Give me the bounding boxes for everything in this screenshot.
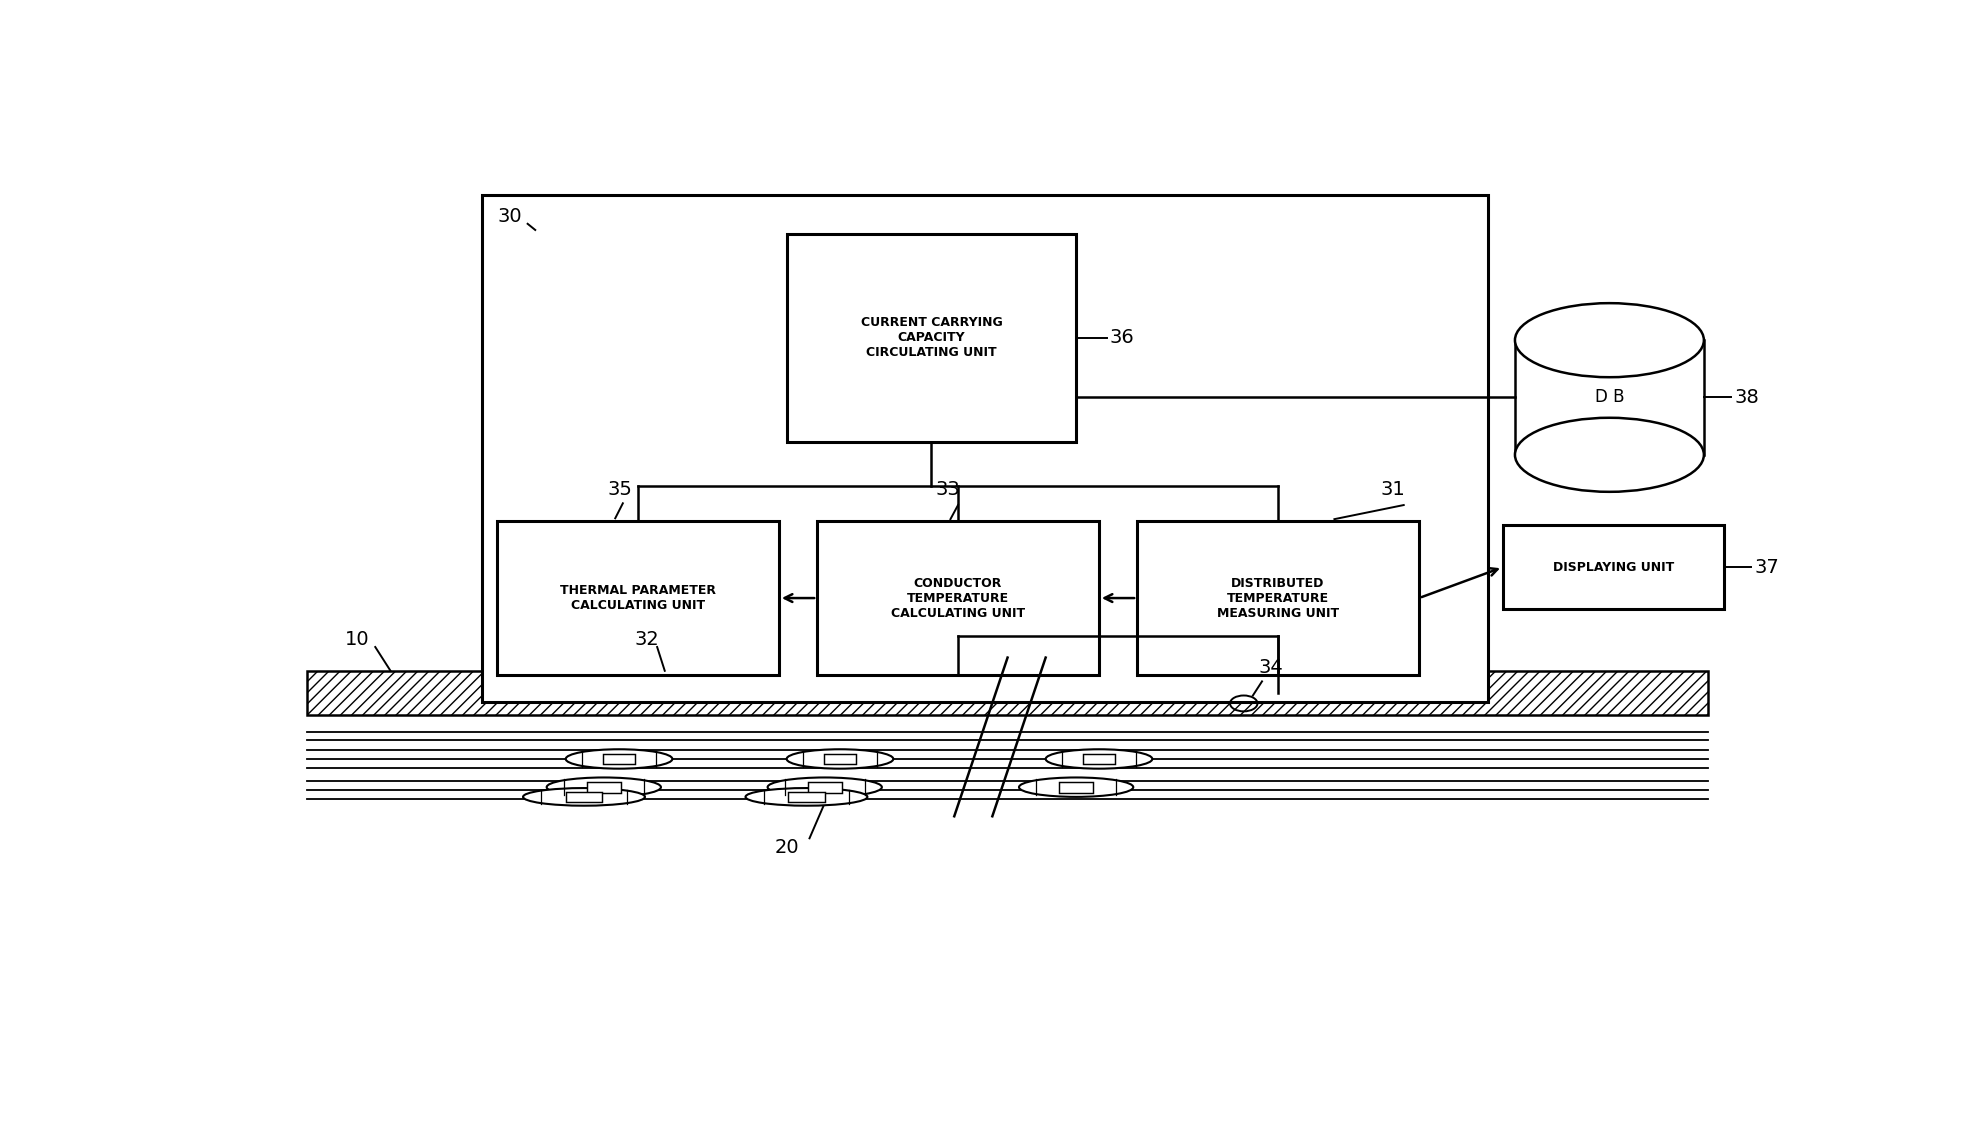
Text: 20: 20 <box>775 838 798 856</box>
FancyBboxPatch shape <box>482 195 1488 702</box>
Bar <box>307 671 1708 714</box>
Text: DISTRIBUTED
TEMPERATURE
MEASURING UNIT: DISTRIBUTED TEMPERATURE MEASURING UNIT <box>1217 577 1339 619</box>
FancyBboxPatch shape <box>1136 521 1419 676</box>
Ellipse shape <box>1046 749 1152 768</box>
FancyBboxPatch shape <box>497 521 779 676</box>
Ellipse shape <box>767 777 883 797</box>
FancyBboxPatch shape <box>818 521 1099 676</box>
Text: 38: 38 <box>1734 388 1760 406</box>
Text: 36: 36 <box>1109 329 1134 347</box>
Text: D B: D B <box>1594 388 1624 406</box>
Ellipse shape <box>786 749 893 768</box>
Ellipse shape <box>1018 777 1132 797</box>
Text: 33: 33 <box>936 480 959 499</box>
FancyBboxPatch shape <box>604 753 635 765</box>
FancyBboxPatch shape <box>824 753 855 765</box>
Text: 37: 37 <box>1754 558 1779 577</box>
Ellipse shape <box>745 788 867 806</box>
Text: THERMAL PARAMETER
CALCULATING UNIT: THERMAL PARAMETER CALCULATING UNIT <box>560 584 716 613</box>
Ellipse shape <box>523 788 645 806</box>
FancyBboxPatch shape <box>786 235 1075 442</box>
Text: 30: 30 <box>497 207 521 227</box>
FancyBboxPatch shape <box>566 792 602 801</box>
Text: 35: 35 <box>607 480 633 499</box>
FancyBboxPatch shape <box>1060 782 1093 792</box>
Text: 10: 10 <box>344 631 370 649</box>
Text: 31: 31 <box>1380 480 1406 499</box>
FancyBboxPatch shape <box>1502 526 1724 609</box>
FancyBboxPatch shape <box>1083 753 1115 765</box>
FancyBboxPatch shape <box>808 782 841 792</box>
FancyBboxPatch shape <box>586 782 621 792</box>
Ellipse shape <box>566 749 672 768</box>
Text: CONDUCTOR
TEMPERATURE
CALCULATING UNIT: CONDUCTOR TEMPERATURE CALCULATING UNIT <box>891 577 1024 619</box>
Text: CURRENT CARRYING
CAPACITY
CIRCULATING UNIT: CURRENT CARRYING CAPACITY CIRCULATING UN… <box>861 316 1003 360</box>
Ellipse shape <box>1516 303 1705 377</box>
Text: 32: 32 <box>635 631 659 649</box>
Ellipse shape <box>547 777 661 797</box>
FancyBboxPatch shape <box>788 792 826 801</box>
Text: DISPLAYING UNIT: DISPLAYING UNIT <box>1553 561 1673 574</box>
Text: 34: 34 <box>1258 658 1284 677</box>
Ellipse shape <box>1516 418 1705 492</box>
